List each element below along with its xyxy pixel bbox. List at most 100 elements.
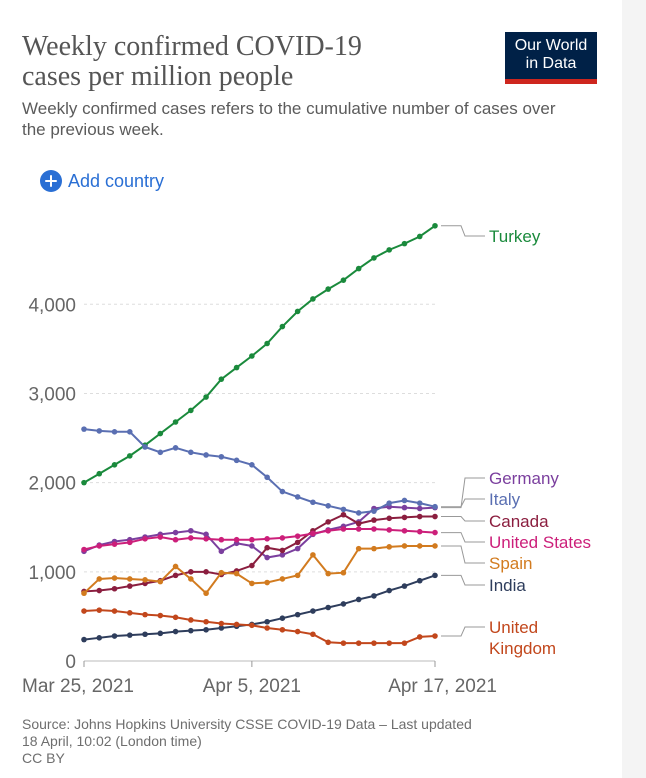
- data-point: [157, 578, 164, 585]
- data-point: [325, 570, 331, 577]
- data-point: [96, 607, 103, 613]
- owid-logo[interactable]: Our World in Data: [505, 32, 597, 84]
- data-point: [188, 569, 194, 575]
- data-point: [218, 453, 225, 460]
- label-connector: [441, 498, 485, 508]
- data-point: [111, 585, 118, 592]
- data-point: [325, 286, 331, 292]
- data-point: [188, 576, 194, 582]
- data-point: [218, 625, 225, 631]
- data-point: [371, 640, 377, 646]
- data-point: [203, 618, 209, 625]
- data-point: [142, 444, 148, 450]
- data-point: [96, 576, 103, 582]
- data-point: [325, 639, 331, 646]
- add-country-label: Add country: [68, 170, 165, 191]
- label-connector: [441, 516, 485, 522]
- data-point: [96, 470, 103, 477]
- data-point: [294, 628, 301, 635]
- data-point: [264, 579, 270, 586]
- data-point: [203, 531, 209, 538]
- data-point: [340, 601, 347, 607]
- data-point: [386, 640, 393, 646]
- data-point: [203, 394, 209, 400]
- data-point: [401, 504, 408, 511]
- data-point: [340, 640, 347, 646]
- data-point: [142, 631, 148, 638]
- data-point: [325, 604, 331, 611]
- data-point: [81, 590, 87, 597]
- data-point: [96, 543, 103, 549]
- data-point: [111, 541, 118, 547]
- data-point: [416, 505, 423, 512]
- data-point: [371, 508, 377, 514]
- y-tick-label: 0: [65, 652, 76, 673]
- data-point: [81, 546, 87, 553]
- data-point: [249, 562, 255, 569]
- data-point: [401, 514, 408, 521]
- data-point: [294, 494, 301, 500]
- data-point: [401, 527, 408, 534]
- data-point: [371, 517, 377, 523]
- data-point: [340, 526, 347, 532]
- data-point: [142, 611, 148, 618]
- data-point: [340, 511, 347, 518]
- label-connector: [441, 532, 485, 543]
- data-point: [371, 526, 377, 532]
- data-point: [416, 528, 423, 535]
- data-point: [279, 626, 286, 633]
- data-point: [325, 503, 331, 509]
- data-point: [233, 570, 240, 577]
- data-point: [142, 536, 148, 542]
- series-label: United States: [489, 533, 591, 552]
- data-point: [249, 536, 255, 543]
- data-point: [218, 548, 225, 555]
- series-label: Italy: [489, 490, 521, 509]
- data-point: [233, 364, 240, 371]
- data-point: [218, 620, 225, 627]
- data-point: [157, 612, 164, 619]
- data-point: [264, 474, 270, 481]
- data-point: [371, 593, 377, 599]
- data-point: [81, 636, 87, 643]
- data-point: [371, 255, 377, 261]
- data-point: [355, 640, 362, 646]
- data-point: [172, 628, 179, 635]
- data-point: [81, 479, 87, 486]
- data-point: [233, 621, 240, 628]
- data-point: [188, 407, 194, 414]
- add-country-button[interactable]: Add country: [40, 170, 164, 192]
- data-point: [249, 622, 255, 629]
- data-point: [279, 488, 286, 495]
- data-point: [111, 575, 118, 581]
- title-line-1: Weekly confirmed COVID-19: [22, 31, 362, 62]
- data-point: [386, 500, 393, 506]
- data-point: [249, 353, 255, 359]
- data-point: [203, 590, 209, 597]
- data-point: [325, 519, 331, 525]
- data-point: [233, 536, 240, 543]
- data-point: [355, 265, 362, 272]
- data-point: [340, 506, 347, 513]
- series-label: India: [489, 576, 526, 595]
- data-point: [111, 608, 118, 614]
- data-point: [233, 457, 240, 464]
- data-point: [310, 499, 316, 506]
- series-label: United: [489, 618, 538, 637]
- x-tick-label: Apr 17, 2021: [388, 676, 497, 697]
- data-point: [416, 500, 423, 506]
- data-point: [218, 569, 225, 576]
- data-point: [126, 539, 133, 546]
- data-point: [355, 520, 362, 527]
- series-line: [83, 544, 435, 595]
- data-point: [96, 635, 103, 641]
- data-point: [386, 544, 393, 550]
- data-point: [157, 430, 164, 437]
- data-point: [294, 533, 301, 539]
- data-point: [218, 536, 225, 543]
- data-point: [188, 535, 194, 541]
- data-point: [111, 633, 118, 639]
- data-point: [126, 632, 133, 638]
- y-tick-label: 3,000: [28, 384, 76, 405]
- data-point: [310, 608, 316, 614]
